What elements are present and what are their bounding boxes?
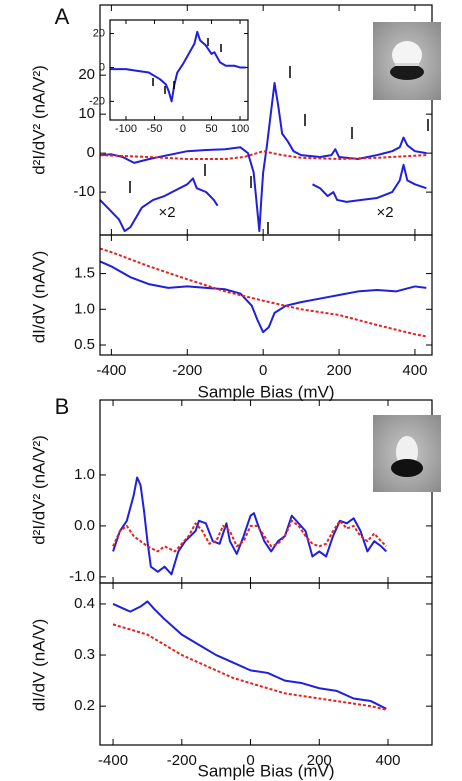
annotation: ×2 bbox=[376, 204, 393, 221]
plot: 0.2 0.3 0.4 -400 -200 0 200 400 dI/dV (nA/V) Samp… bbox=[29, 582, 433, 780]
plot-frame bbox=[99, 234, 433, 356]
feature-markers bbox=[129, 38, 429, 234]
x-tick-label: 50 bbox=[205, 123, 217, 135]
x-tick-label: 0 bbox=[246, 752, 254, 769]
data-line bbox=[99, 260, 427, 334]
y-tick-label: 0 bbox=[87, 144, 95, 161]
stm-image-b bbox=[373, 415, 441, 492]
y-tick-label: 0.0 bbox=[74, 517, 95, 534]
plot-frame bbox=[99, 582, 433, 746]
y-tick-label: 0 bbox=[99, 61, 105, 73]
x-tick-label: 0 bbox=[259, 362, 267, 379]
plot-frame bbox=[109, 19, 249, 121]
data-line bbox=[99, 247, 427, 338]
y-tick-label: 0.2 bbox=[74, 697, 95, 714]
y-axis-title: d²I/dV² (nA/V²) bbox=[29, 435, 48, 545]
y-axis-title: dI/dV (nA/V) bbox=[29, 619, 48, 712]
data-line bbox=[99, 177, 219, 233]
x-tick-label: 200 bbox=[327, 362, 352, 379]
stm-image-a bbox=[373, 22, 441, 100]
annotation: ×2 bbox=[158, 204, 175, 221]
x-tick-label: -100 bbox=[115, 123, 137, 135]
x-tick-label: -400 bbox=[96, 362, 126, 379]
plot: 0.5 1.0 1.5 -400 -200 0 200 400 dI/dV (nA/V) Samp… bbox=[29, 234, 433, 401]
data-line bbox=[112, 519, 387, 553]
x-tick-label: 100 bbox=[231, 123, 249, 135]
data-line bbox=[312, 163, 427, 203]
x-tick-label: 400 bbox=[375, 752, 400, 769]
data-line bbox=[99, 81, 427, 233]
plot: -1.0 0.0 1.0 d²I/dV² (nA/V²) B bbox=[29, 394, 433, 585]
data-line bbox=[112, 600, 387, 710]
x-tick-label: -200 bbox=[167, 752, 197, 769]
y-tick-label: 20 bbox=[93, 27, 105, 39]
y-tick-label: -20 bbox=[89, 95, 105, 107]
y-axis-title: dI/dV (nA/V) bbox=[29, 251, 48, 344]
x-axis-title: Sample Bias (mV) bbox=[198, 761, 335, 780]
y-tick-label: 0.5 bbox=[74, 336, 95, 353]
panel-label: B bbox=[55, 394, 70, 419]
x-tick-label: 0 bbox=[180, 123, 186, 135]
x-tick-label: -200 bbox=[172, 362, 202, 379]
y-tick-label: 20 bbox=[78, 66, 95, 83]
y-tick-label: -10 bbox=[73, 183, 95, 200]
y-tick-label: 1.0 bbox=[74, 466, 95, 483]
y-tick-label: 1.5 bbox=[74, 265, 95, 282]
y-axis-title: d²I/dV² (nA/V²) bbox=[29, 65, 48, 175]
x-tick-label: 200 bbox=[307, 752, 332, 769]
data-line bbox=[110, 30, 246, 103]
x-axis-title: Sample Bias (mV) bbox=[198, 382, 335, 401]
panel-label: A bbox=[55, 4, 70, 29]
y-tick-label: 0.4 bbox=[74, 595, 95, 612]
x-tick-label: 400 bbox=[402, 362, 427, 379]
plot: -20 0 20 -100 -50 0 50 100 bbox=[89, 19, 249, 135]
x-tick-label: -400 bbox=[98, 752, 128, 769]
y-tick-label: 0.3 bbox=[74, 646, 95, 663]
y-tick-label: -1.0 bbox=[69, 568, 95, 585]
y-tick-label: 10 bbox=[78, 105, 95, 122]
y-tick-label: 1.0 bbox=[74, 300, 95, 317]
x-tick-label: -50 bbox=[147, 123, 163, 135]
data-line bbox=[112, 476, 387, 576]
data-line bbox=[112, 623, 387, 711]
